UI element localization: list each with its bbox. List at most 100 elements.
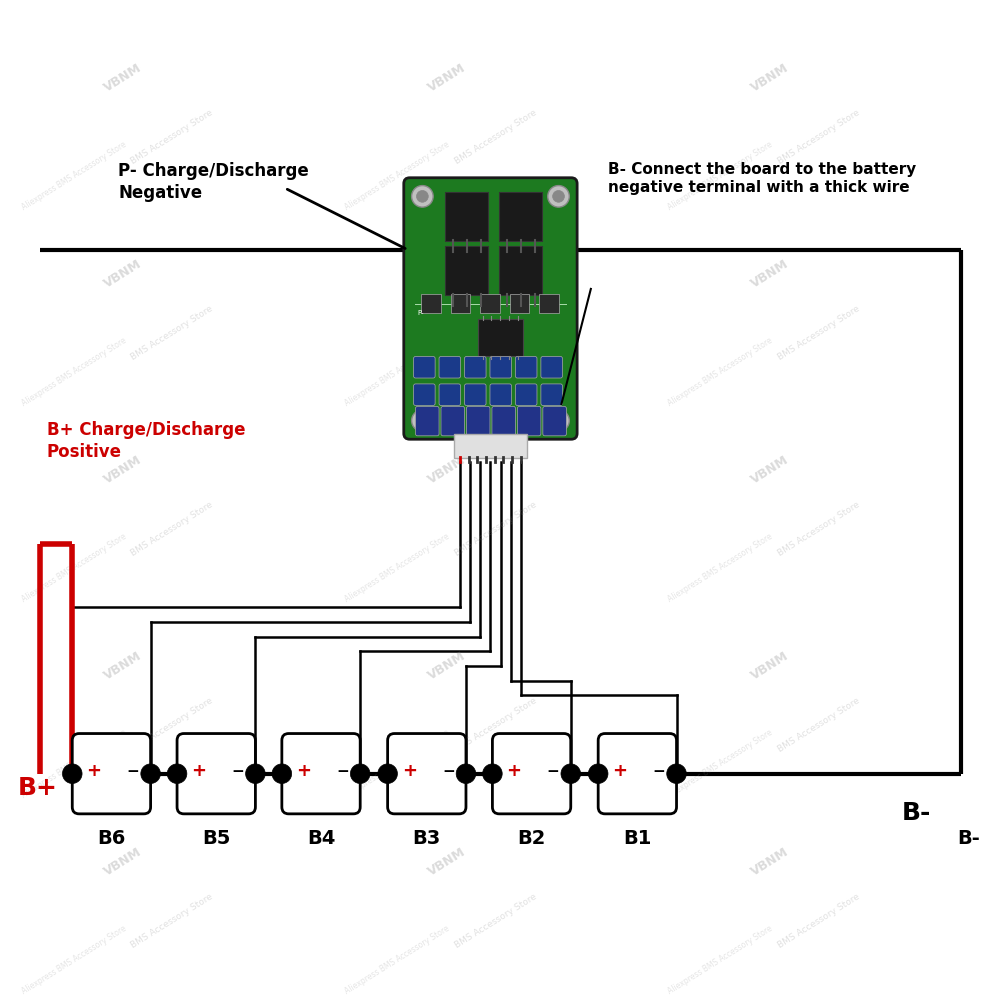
FancyBboxPatch shape: [414, 356, 435, 378]
FancyBboxPatch shape: [454, 434, 527, 458]
Circle shape: [553, 190, 564, 202]
Text: Aliexpress BMS Accessory Store: Aliexpress BMS Accessory Store: [20, 336, 128, 408]
Text: B-: B-: [957, 829, 980, 848]
FancyBboxPatch shape: [465, 384, 486, 405]
Circle shape: [350, 764, 370, 783]
Text: B1: B1: [623, 829, 652, 848]
Text: B5: B5: [202, 829, 230, 848]
Text: Aliexpress BMS Accessory Store: Aliexpress BMS Accessory Store: [667, 336, 775, 408]
Text: B- Connect the board to the battery
negative terminal with a thick wire: B- Connect the board to the battery nega…: [608, 162, 916, 195]
Text: Aliexpress BMS Accessory Store: Aliexpress BMS Accessory Store: [343, 728, 451, 800]
FancyBboxPatch shape: [515, 356, 537, 378]
Text: P- Charge/Discharge
Negative: P- Charge/Discharge Negative: [118, 162, 309, 202]
Text: B3: B3: [413, 829, 441, 848]
FancyBboxPatch shape: [282, 734, 360, 814]
Text: VBNM: VBNM: [748, 62, 791, 95]
Text: Aliexpress BMS Accessory Store: Aliexpress BMS Accessory Store: [667, 532, 775, 604]
Circle shape: [417, 190, 428, 202]
FancyBboxPatch shape: [404, 178, 577, 439]
FancyBboxPatch shape: [177, 734, 255, 814]
Text: BMS Accessory Store: BMS Accessory Store: [130, 108, 215, 166]
Circle shape: [483, 764, 502, 783]
FancyBboxPatch shape: [465, 356, 486, 378]
Text: −: −: [231, 764, 244, 779]
FancyBboxPatch shape: [490, 356, 512, 378]
Text: Aliexpress BMS Accessory Store: Aliexpress BMS Accessory Store: [667, 728, 775, 800]
FancyBboxPatch shape: [445, 192, 488, 241]
Text: BMS Accessory Store: BMS Accessory Store: [776, 892, 861, 950]
FancyBboxPatch shape: [515, 384, 537, 405]
Circle shape: [588, 764, 608, 783]
FancyBboxPatch shape: [416, 406, 439, 436]
Text: BMS Accessory Store: BMS Accessory Store: [130, 304, 215, 362]
Text: Aliexpress BMS Accessory Store: Aliexpress BMS Accessory Store: [343, 532, 451, 604]
Text: B-: B-: [902, 801, 931, 825]
Text: BMS Accessory Store: BMS Accessory Store: [776, 696, 861, 754]
Text: +: +: [506, 762, 521, 780]
FancyBboxPatch shape: [439, 356, 461, 378]
Text: −: −: [127, 764, 139, 779]
Text: VBNM: VBNM: [748, 453, 791, 487]
Circle shape: [667, 764, 686, 783]
FancyBboxPatch shape: [541, 384, 562, 405]
Circle shape: [548, 410, 569, 431]
FancyBboxPatch shape: [490, 384, 512, 405]
Text: VBNM: VBNM: [425, 453, 468, 487]
Text: B6: B6: [97, 829, 126, 848]
Text: BMS Accessory Store: BMS Accessory Store: [776, 108, 861, 166]
Circle shape: [548, 186, 569, 207]
Text: P-: P-: [417, 310, 424, 316]
Circle shape: [553, 415, 564, 427]
FancyBboxPatch shape: [598, 734, 677, 814]
Text: VBNM: VBNM: [748, 649, 791, 683]
Circle shape: [246, 764, 265, 783]
Text: +: +: [191, 762, 206, 780]
Text: VBNM: VBNM: [425, 845, 468, 878]
FancyBboxPatch shape: [445, 246, 488, 295]
Text: BMS Accessory Store: BMS Accessory Store: [130, 696, 215, 754]
Text: BMS Accessory Store: BMS Accessory Store: [453, 696, 538, 754]
FancyBboxPatch shape: [492, 406, 515, 436]
Circle shape: [272, 764, 292, 783]
Text: −: −: [547, 764, 560, 779]
Text: B2: B2: [517, 829, 546, 848]
Circle shape: [141, 764, 160, 783]
Circle shape: [378, 764, 397, 783]
Text: VBNM: VBNM: [748, 258, 791, 291]
Text: +: +: [402, 762, 417, 780]
FancyBboxPatch shape: [388, 734, 466, 814]
Circle shape: [412, 410, 433, 431]
Text: VBNM: VBNM: [748, 845, 791, 878]
FancyBboxPatch shape: [499, 246, 542, 295]
Text: BMS Accessory Store: BMS Accessory Store: [776, 304, 861, 362]
FancyBboxPatch shape: [439, 384, 461, 405]
Text: BMS Accessory Store: BMS Accessory Store: [453, 892, 538, 950]
Circle shape: [412, 186, 433, 207]
Text: Aliexpress BMS Accessory Store: Aliexpress BMS Accessory Store: [20, 924, 128, 996]
Text: −: −: [336, 764, 349, 779]
Circle shape: [561, 764, 581, 783]
Text: Aliexpress BMS Accessory Store: Aliexpress BMS Accessory Store: [343, 140, 451, 212]
FancyBboxPatch shape: [441, 406, 465, 436]
Text: VBNM: VBNM: [425, 62, 468, 95]
Text: BMS Accessory Store: BMS Accessory Store: [130, 500, 215, 558]
Text: Aliexpress BMS Accessory Store: Aliexpress BMS Accessory Store: [667, 140, 775, 212]
Text: VBNM: VBNM: [102, 258, 144, 291]
Circle shape: [167, 764, 187, 783]
Text: VBNM: VBNM: [425, 649, 468, 683]
Text: VBNM: VBNM: [102, 453, 144, 487]
Text: Aliexpress BMS Accessory Store: Aliexpress BMS Accessory Store: [20, 532, 128, 604]
Text: VBNM: VBNM: [102, 845, 144, 878]
Circle shape: [417, 415, 428, 427]
Text: BMS Accessory Store: BMS Accessory Store: [130, 892, 215, 950]
Text: BMS Accessory Store: BMS Accessory Store: [453, 304, 538, 362]
Text: −: −: [442, 764, 455, 779]
Text: Aliexpress BMS Accessory Store: Aliexpress BMS Accessory Store: [20, 140, 128, 212]
FancyBboxPatch shape: [539, 294, 559, 313]
Text: VBNM: VBNM: [425, 258, 468, 291]
Circle shape: [456, 764, 476, 783]
Text: +: +: [296, 762, 311, 780]
FancyBboxPatch shape: [414, 384, 435, 405]
FancyBboxPatch shape: [466, 406, 490, 436]
Text: +: +: [612, 762, 627, 780]
